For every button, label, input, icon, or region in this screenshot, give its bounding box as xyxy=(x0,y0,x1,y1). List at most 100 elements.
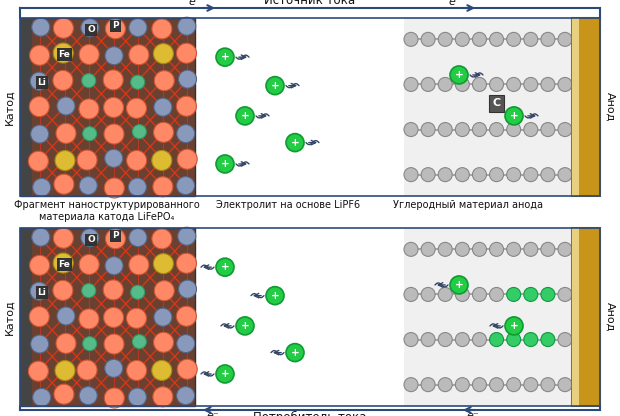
Circle shape xyxy=(126,151,146,171)
Circle shape xyxy=(57,97,75,115)
Text: Li: Li xyxy=(38,288,46,297)
Text: Fe: Fe xyxy=(58,260,71,269)
Circle shape xyxy=(507,77,521,92)
Circle shape xyxy=(79,255,99,275)
Circle shape xyxy=(29,97,49,116)
Circle shape xyxy=(79,45,99,64)
Circle shape xyxy=(153,44,174,64)
Circle shape xyxy=(421,168,435,182)
Text: +: + xyxy=(221,159,229,169)
Circle shape xyxy=(33,389,51,406)
Circle shape xyxy=(82,127,97,141)
Circle shape xyxy=(53,228,73,248)
Circle shape xyxy=(507,243,521,256)
Circle shape xyxy=(524,287,538,302)
Circle shape xyxy=(132,125,146,139)
Circle shape xyxy=(541,123,555,136)
Circle shape xyxy=(53,70,73,90)
Circle shape xyxy=(455,287,469,302)
Circle shape xyxy=(128,178,146,196)
Circle shape xyxy=(77,150,97,170)
Circle shape xyxy=(82,74,95,88)
Circle shape xyxy=(177,125,195,143)
Circle shape xyxy=(541,168,555,182)
Text: +: + xyxy=(291,348,299,358)
Circle shape xyxy=(103,280,123,300)
Circle shape xyxy=(236,107,254,125)
Bar xyxy=(572,228,600,406)
Circle shape xyxy=(266,287,284,305)
Circle shape xyxy=(236,317,254,335)
Circle shape xyxy=(455,378,469,391)
Circle shape xyxy=(438,123,452,136)
Circle shape xyxy=(490,32,503,46)
Circle shape xyxy=(421,378,435,391)
Bar xyxy=(20,228,600,406)
Circle shape xyxy=(129,19,147,37)
Circle shape xyxy=(490,168,503,182)
Circle shape xyxy=(30,45,50,65)
Circle shape xyxy=(154,332,174,352)
Circle shape xyxy=(79,177,97,195)
Circle shape xyxy=(104,124,124,144)
Circle shape xyxy=(177,177,195,195)
Circle shape xyxy=(404,243,418,256)
Circle shape xyxy=(490,332,503,347)
Text: O: O xyxy=(87,25,95,35)
Text: Источник тока: Источник тока xyxy=(265,0,355,7)
Circle shape xyxy=(154,71,174,91)
Circle shape xyxy=(472,77,487,92)
Text: O: O xyxy=(87,235,95,245)
Circle shape xyxy=(541,243,555,256)
Circle shape xyxy=(404,123,418,136)
Circle shape xyxy=(541,287,555,302)
Circle shape xyxy=(54,384,74,404)
Circle shape xyxy=(105,359,123,377)
Circle shape xyxy=(490,243,503,256)
Circle shape xyxy=(29,151,48,171)
Circle shape xyxy=(505,317,523,335)
Circle shape xyxy=(177,253,197,273)
Circle shape xyxy=(154,281,174,301)
Circle shape xyxy=(105,19,125,39)
Text: Фрагмент наноструктурированного
материала катода LiFePO₄: Фрагмент наноструктурированного материал… xyxy=(14,200,200,222)
Circle shape xyxy=(105,149,123,167)
Circle shape xyxy=(507,123,521,136)
Text: +: + xyxy=(221,262,229,272)
Text: P: P xyxy=(112,22,119,30)
Text: P: P xyxy=(112,231,119,240)
Circle shape xyxy=(104,178,125,198)
Text: +: + xyxy=(270,81,280,91)
Circle shape xyxy=(53,18,73,38)
Circle shape xyxy=(524,123,538,136)
Text: Углеродный материал анода: Углеродный материал анода xyxy=(393,200,543,210)
Text: Анод: Анод xyxy=(605,92,615,122)
Circle shape xyxy=(558,378,572,391)
Circle shape xyxy=(152,229,172,249)
Text: +: + xyxy=(241,111,249,121)
Circle shape xyxy=(216,365,234,383)
Circle shape xyxy=(472,32,487,46)
Circle shape xyxy=(153,177,173,197)
Bar xyxy=(404,228,572,406)
Circle shape xyxy=(455,77,469,92)
Circle shape xyxy=(558,332,572,347)
Circle shape xyxy=(541,378,555,391)
Circle shape xyxy=(55,361,75,381)
Circle shape xyxy=(421,123,435,136)
Circle shape xyxy=(79,386,97,405)
Circle shape xyxy=(152,151,172,171)
Circle shape xyxy=(30,125,48,143)
Circle shape xyxy=(30,72,48,90)
Text: +: + xyxy=(510,111,518,121)
Circle shape xyxy=(179,280,197,298)
Circle shape xyxy=(216,258,234,276)
Circle shape xyxy=(286,344,304,362)
Bar xyxy=(20,18,195,196)
Circle shape xyxy=(103,70,123,90)
Text: +: + xyxy=(291,138,299,148)
Circle shape xyxy=(128,388,146,406)
Text: Li: Li xyxy=(38,78,46,87)
Circle shape xyxy=(154,122,174,142)
Circle shape xyxy=(177,334,195,353)
